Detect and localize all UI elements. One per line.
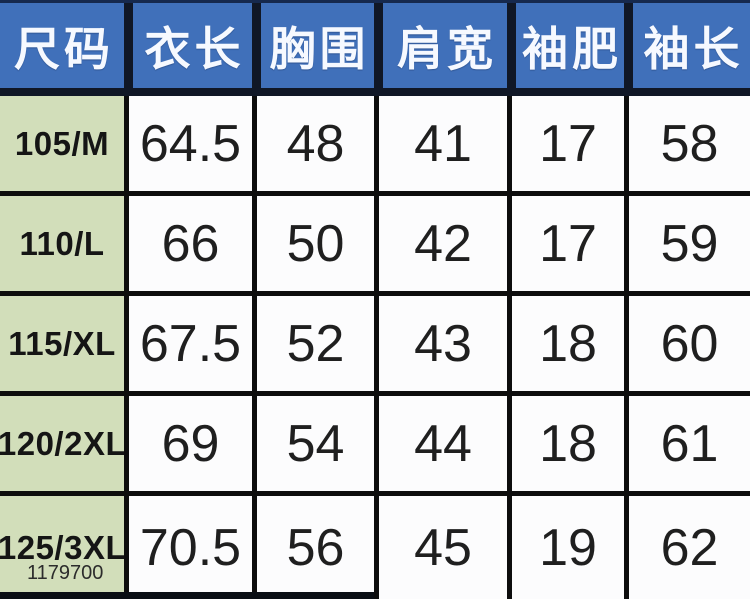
value-cell: 70.5 (124, 496, 252, 599)
value-cell: 61 (624, 396, 750, 491)
value-cell: 18 (507, 296, 624, 391)
header-cell-size: 尺码 (0, 3, 124, 88)
table-row: 115/XL 67.5 52 43 18 60 (0, 296, 750, 396)
value-cell: 50 (252, 196, 374, 291)
value-cell: 48 (252, 96, 374, 191)
size-label-cell: 120/2XL (0, 396, 126, 491)
value-cell: 45 (374, 496, 507, 599)
value-cell: 64.5 (124, 96, 252, 191)
value-cell: 44 (374, 396, 507, 491)
value-cell: 54 (252, 396, 374, 491)
size-label-cell: 105/M (0, 96, 124, 191)
value-cell: 19 (507, 496, 624, 599)
header-cell-shoulder-width: 肩宽 (374, 3, 507, 88)
table-row: 105/M 64.5 48 41 17 58 (0, 96, 750, 196)
header-row: 尺码 衣长 胸围 肩宽 袖肥 袖长 (0, 0, 750, 96)
value-cell: 58 (624, 96, 750, 191)
table-row: 125/3XL 70.5 56 45 19 62 (0, 496, 750, 599)
bottom-edge-strip (0, 592, 374, 599)
value-cell: 52 (252, 296, 374, 391)
value-cell: 56 (252, 496, 374, 599)
value-cell: 62 (624, 496, 750, 599)
value-cell: 18 (507, 396, 624, 491)
header-cell-sleeve-width: 袖肥 (507, 3, 624, 88)
size-label-cell: 110/L (0, 196, 124, 291)
size-label-cell: 125/3XL (0, 496, 126, 599)
value-cell: 17 (507, 196, 624, 291)
table-row: 110/L 66 50 42 17 59 (0, 196, 750, 296)
value-cell: 59 (624, 196, 750, 291)
value-cell: 66 (124, 196, 252, 291)
value-cell: 60 (624, 296, 750, 391)
header-cell-sleeve-length: 袖长 (624, 3, 750, 88)
value-cell: 67.5 (124, 296, 252, 391)
table-row: 120/2XL 69 54 44 18 61 (0, 396, 750, 496)
header-cell-bust: 胸围 (252, 3, 374, 88)
value-cell: 43 (374, 296, 507, 391)
watermark: 1179700 (27, 562, 104, 584)
header-cell-garment-length: 衣长 (124, 3, 252, 88)
value-cell: 42 (374, 196, 507, 291)
value-cell: 69 (124, 396, 252, 491)
size-label-cell: 115/XL (0, 296, 124, 391)
value-cell: 41 (374, 96, 507, 191)
value-cell: 17 (507, 96, 624, 191)
